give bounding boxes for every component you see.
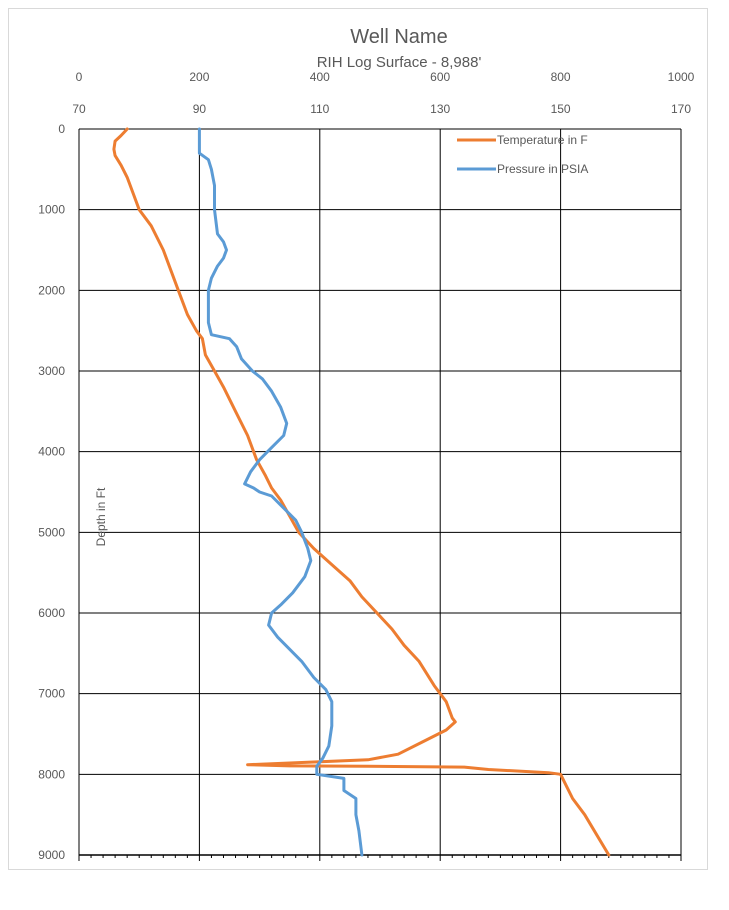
series-line-pressure <box>197 127 364 857</box>
y-tick-label: 5000 <box>38 525 65 539</box>
y-tick-label: 4000 <box>38 445 65 459</box>
x-tick-label-temperature: 130 <box>430 102 450 116</box>
y-tick-label: 2000 <box>38 283 65 297</box>
series-layer <box>112 127 611 857</box>
chart-title: Well Name <box>350 26 447 48</box>
x-tick-label-temperature: 110 <box>310 102 329 116</box>
chart-subtitle: RIH Log Surface - 8,988' <box>317 54 482 71</box>
y-tick-label: 9000 <box>38 848 65 862</box>
chart-svg: Well Name RIH Log Surface - 8,988' 0 1000… <box>38 26 694 862</box>
x-tick-label-pressure: 600 <box>430 70 450 84</box>
chart-frame: Well Name RIH Log Surface - 8,988' 0 1000… <box>8 8 708 870</box>
gridlines <box>78 128 682 856</box>
x-tick-label-pressure: 800 <box>551 70 571 84</box>
y-tick-label: 6000 <box>38 606 65 620</box>
x-tick-label-temperature: 90 <box>193 102 207 116</box>
y-tick-label: 0 <box>58 122 65 136</box>
x-tick-label-temperature: 170 <box>671 102 691 116</box>
y-axis-label: Depth in Ft <box>94 487 108 546</box>
y-tick-label: 1000 <box>38 203 65 217</box>
x-tick-label-pressure: 200 <box>189 70 209 84</box>
axes: 0 1000 2000 3000 4000 5000 6000 7000 8000 9000 0 20… <box>38 70 694 862</box>
x-tick-label-pressure: 0 <box>76 70 83 84</box>
x-tick-label-pressure: 1000 <box>668 70 695 84</box>
legend: Temperature in F Pressure in PSIA <box>457 133 588 176</box>
y-tick-label: 8000 <box>38 767 65 781</box>
x-tick-label-temperature: 70 <box>72 102 86 116</box>
y-tick-label: 3000 <box>38 364 65 378</box>
x-tick-label-temperature: 150 <box>551 102 571 116</box>
legend-temperature-label: Temperature in F <box>497 133 588 147</box>
legend-pressure-label: Pressure in PSIA <box>497 162 588 176</box>
series-line-temperature <box>112 127 611 857</box>
x-tick-label-pressure: 400 <box>310 70 330 84</box>
y-tick-label: 7000 <box>38 687 65 701</box>
